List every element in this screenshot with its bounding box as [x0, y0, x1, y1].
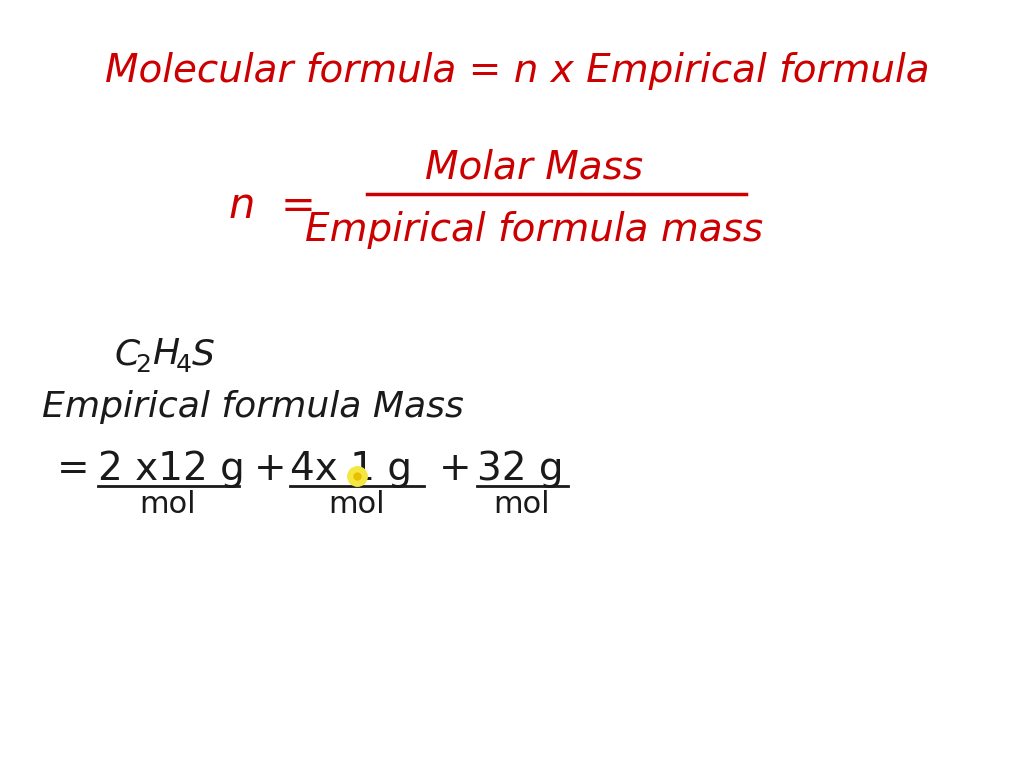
Text: 2: 2: [135, 353, 151, 377]
Text: mol: mol: [139, 491, 197, 519]
Text: Molecular formula = n x Empirical formula: Molecular formula = n x Empirical formul…: [104, 52, 930, 90]
Text: 4x 1 g: 4x 1 g: [290, 450, 412, 488]
Text: Empirical formula mass: Empirical formula mass: [305, 210, 764, 249]
Text: 32 g: 32 g: [477, 450, 563, 488]
Text: C: C: [114, 337, 139, 371]
Text: 2 x12 g: 2 x12 g: [98, 450, 245, 488]
Text: H: H: [153, 337, 179, 371]
Text: Molar Mass: Molar Mass: [425, 148, 643, 186]
Text: mol: mol: [329, 491, 385, 519]
Text: $n$  =: $n$ =: [228, 184, 313, 227]
Text: 4: 4: [176, 353, 193, 377]
Text: S: S: [191, 337, 215, 371]
Text: Empirical formula Mass: Empirical formula Mass: [42, 390, 464, 424]
Text: +: +: [438, 450, 471, 488]
Text: +: +: [254, 450, 287, 488]
Text: mol: mol: [494, 491, 550, 519]
Text: =: =: [56, 450, 89, 488]
